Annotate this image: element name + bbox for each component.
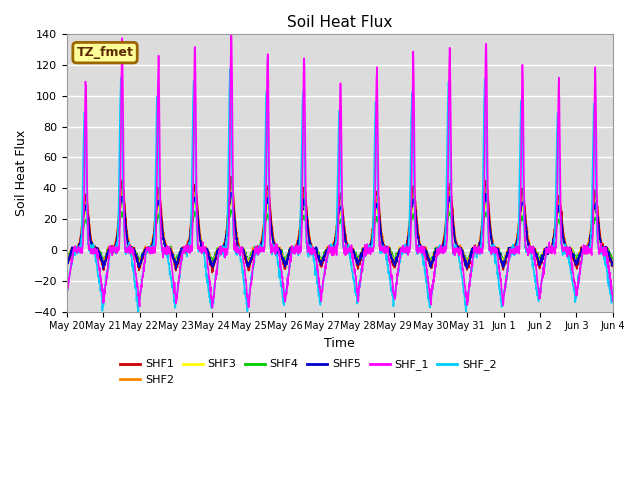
SHF5 [227,190,235,195]
SHF2 [63,262,70,268]
SHF5 [172,266,180,272]
SHF4 [561,244,569,250]
SHF2 [499,262,506,267]
SHF1 [368,236,376,242]
Line: SHF1: SHF1 [67,177,612,273]
SHF_2 [227,66,234,72]
SHF3 [216,245,223,251]
Title: Soil Heat Flux: Soil Heat Flux [287,15,392,30]
Y-axis label: Soil Heat Flux: Soil Heat Flux [15,130,28,216]
SHF5 [561,242,569,248]
SHF1 [356,259,364,264]
SHF5 [609,260,616,265]
SHF3 [499,260,506,265]
SHF3 [576,247,584,253]
Line: SHF3: SHF3 [67,199,612,268]
Line: SHF_2: SHF_2 [67,69,612,314]
SHF4 [356,255,364,261]
SHF1 [227,174,235,180]
SHF_1 [499,298,506,303]
SHF_2 [216,248,223,254]
SHF3 [561,240,569,246]
SHF4 [244,261,252,266]
SHF_1 [609,298,616,303]
SHF_1 [356,278,364,284]
SHF1 [576,251,584,257]
SHF4 [368,239,376,244]
SHF1 [63,263,70,268]
SHF3 [227,196,235,202]
SHF2 [215,246,223,252]
SHF2 [367,231,375,237]
SHF2 [561,239,569,245]
SHF5 [368,237,376,243]
SHF4 [499,257,506,263]
SHF_1 [209,305,216,311]
SHF1 [216,245,223,251]
SHF1 [499,266,506,272]
SHF_2 [63,287,70,292]
SHF_2 [356,281,364,287]
SHF_2 [134,311,142,317]
SHF5 [356,258,364,264]
SHF3 [356,254,364,260]
SHF4 [215,248,223,253]
SHF3 [609,260,616,265]
SHF5 [576,251,584,256]
SHF_2 [368,243,376,249]
SHF4 [63,256,70,262]
SHF1 [561,240,569,246]
SHF_1 [63,293,70,299]
SHF3 [209,265,216,271]
SHF_1 [228,30,236,36]
SHF_1 [561,244,569,250]
SHF3 [63,259,70,265]
SHF4 [227,207,235,213]
SHF2 [609,262,616,268]
SHF_2 [561,241,569,247]
Line: SHF5: SHF5 [67,192,612,269]
Line: SHF2: SHF2 [67,186,612,269]
SHF4 [576,249,584,255]
SHF_2 [576,264,584,270]
Text: TZ_fmet: TZ_fmet [77,46,134,59]
SHF_1 [368,246,376,252]
X-axis label: Time: Time [324,337,355,350]
Line: SHF4: SHF4 [67,210,612,264]
SHF2 [356,255,364,261]
Legend: SHF1, SHF2, SHF3, SHF4, SHF5, SHF_1, SHF_2: SHF1, SHF2, SHF3, SHF4, SHF5, SHF_1, SHF… [116,355,501,389]
SHF2 [499,266,507,272]
SHF4 [609,258,616,264]
SHF_2 [499,300,506,306]
SHF5 [63,258,70,264]
SHF_2 [609,287,616,293]
SHF5 [216,249,223,254]
SHF1 [609,264,616,269]
Line: SHF_1: SHF_1 [67,33,612,308]
SHF2 [576,250,584,256]
SHF3 [368,234,376,240]
SHF2 [228,183,236,189]
SHF_1 [576,265,584,271]
SHF5 [499,263,506,269]
SHF_1 [216,250,223,255]
SHF1 [209,270,216,276]
